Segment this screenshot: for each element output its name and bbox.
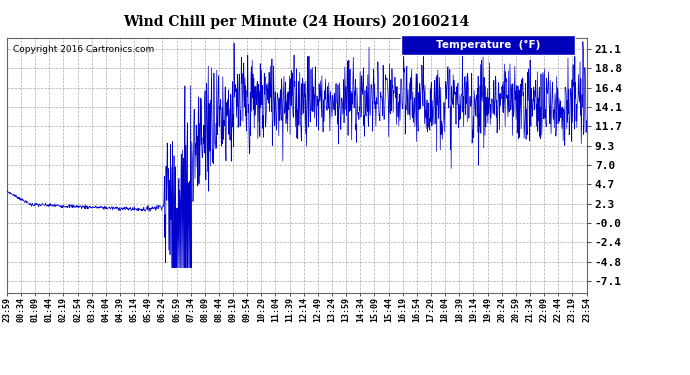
Text: Wind Chill per Minute (24 Hours) 20160214: Wind Chill per Minute (24 Hours) 2016021… [124,15,470,29]
Text: Copyright 2016 Cartronics.com: Copyright 2016 Cartronics.com [12,45,154,54]
